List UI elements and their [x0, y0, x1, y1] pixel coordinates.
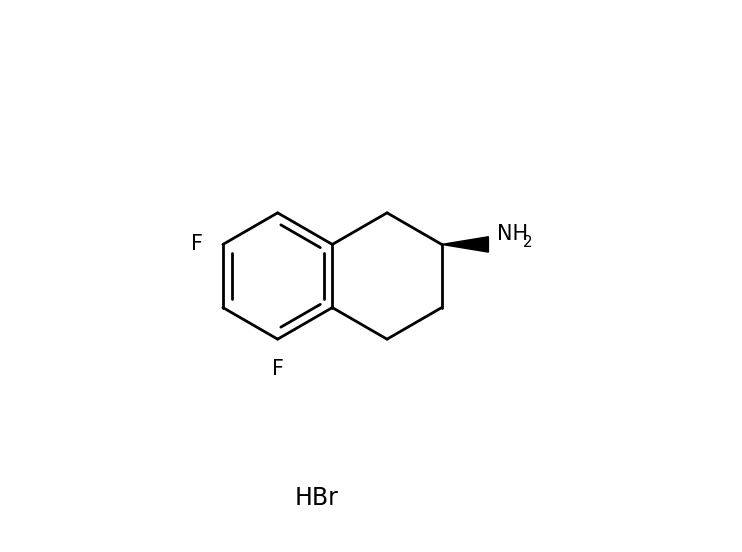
Text: F: F — [272, 359, 283, 379]
Text: HBr: HBr — [294, 486, 338, 511]
Text: 2: 2 — [523, 235, 533, 250]
Polygon shape — [441, 237, 488, 252]
Text: F: F — [191, 235, 203, 254]
Text: NH: NH — [496, 224, 528, 244]
